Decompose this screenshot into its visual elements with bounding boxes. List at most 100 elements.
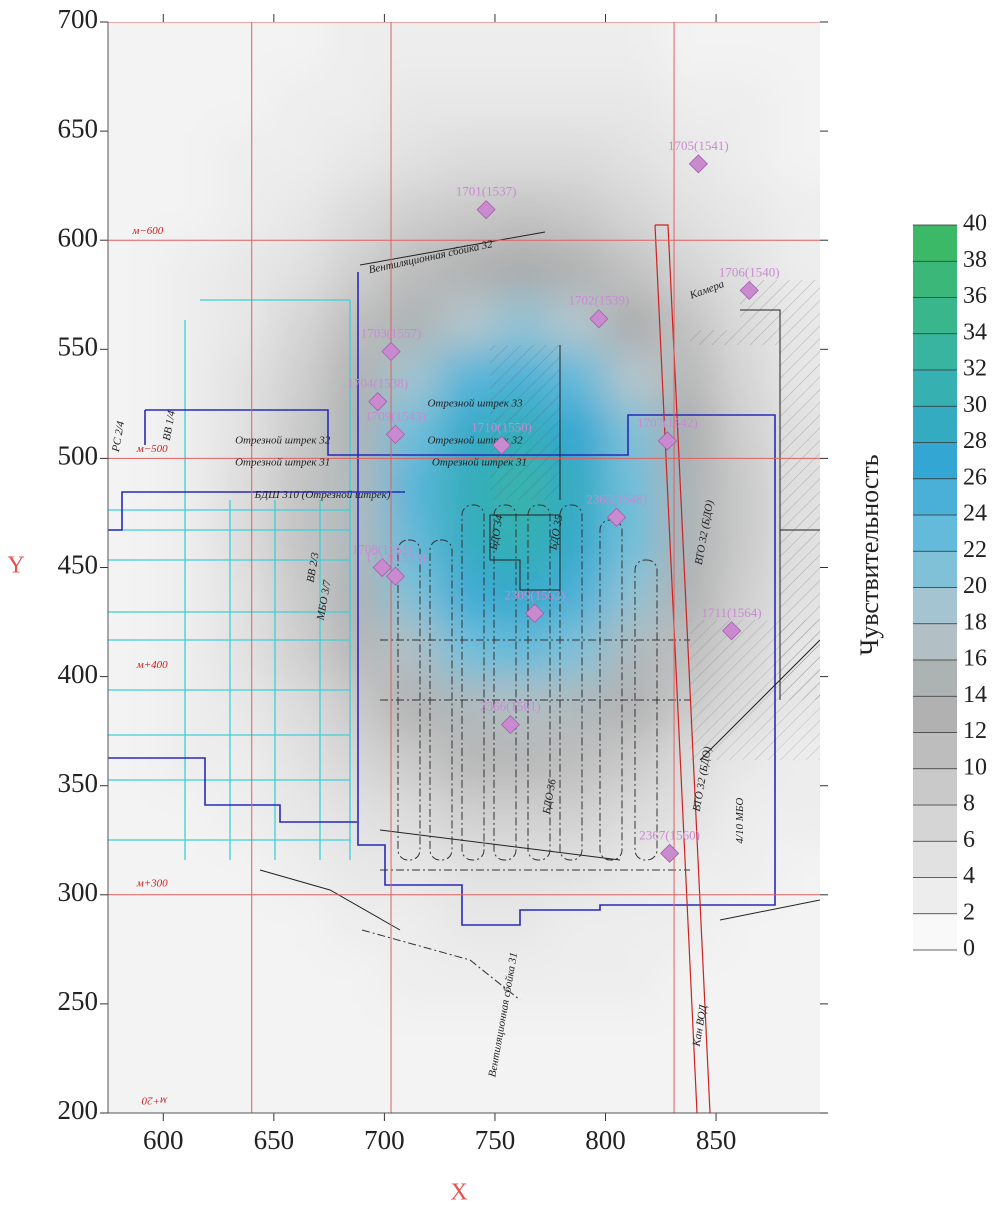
colorbar-segment — [913, 370, 957, 407]
heat-cell — [771, 786, 867, 841]
colorbar-segment — [913, 588, 957, 625]
heat-cell — [716, 458, 772, 513]
plan-label: 4/10 МБО — [734, 798, 746, 844]
heat-cell — [495, 895, 551, 950]
heat-cell — [550, 77, 606, 132]
heat-cell — [606, 349, 662, 404]
heat-cell — [219, 731, 275, 786]
colorbar-tick-label: 2 — [963, 899, 975, 925]
colorbar-segment — [913, 406, 957, 443]
y-tick-label: 350 — [58, 768, 99, 798]
colorbar-tick-label: 4 — [963, 863, 975, 889]
heat-cell — [550, 622, 606, 677]
plan-label: м−500 — [136, 443, 168, 455]
heat-cell — [440, 949, 496, 1004]
heat-cell — [661, 949, 717, 1004]
heat-cell — [606, 568, 662, 623]
heat-cell — [606, 731, 662, 786]
colorbar-tick-label: 14 — [963, 682, 987, 708]
heat-cell — [219, 786, 275, 841]
heat-cell — [163, 0, 219, 77]
y-tick-label: 550 — [58, 332, 99, 362]
heat-cell — [495, 77, 551, 132]
sensor-label: 1704(1538) — [347, 376, 408, 391]
colorbar-segment — [913, 805, 957, 842]
colorbar-tick-label: 36 — [963, 283, 987, 309]
y-tick-label: 400 — [58, 659, 99, 689]
sensor-label: 1705(1541) — [668, 138, 729, 153]
colorbar-segment — [913, 225, 957, 262]
heat-cell — [440, 295, 496, 350]
heat-cell — [440, 0, 496, 77]
colorbar-tick-label: 20 — [963, 573, 987, 599]
heat-cell — [661, 404, 717, 459]
plan-label: Отрезной штрек 31 — [235, 456, 330, 468]
colorbar-tick-label: 16 — [963, 646, 987, 672]
heat-cell — [716, 1004, 772, 1059]
y-axis-label: Y — [7, 553, 24, 579]
heat-cell — [219, 568, 275, 623]
heat-cell — [550, 677, 606, 732]
heat-cell — [550, 786, 606, 841]
sensor-label: 1701(1537) — [456, 184, 517, 199]
heat-cell — [274, 186, 330, 241]
heat-cell — [495, 622, 551, 677]
y-tick-label: 300 — [58, 877, 99, 907]
colorbar-segment — [913, 551, 957, 588]
heat-cell — [384, 622, 440, 677]
heat-cell — [771, 131, 867, 186]
heat-cell — [329, 1004, 385, 1059]
heat-cell — [495, 840, 551, 895]
heat-cell — [716, 840, 772, 895]
heat-cell — [329, 840, 385, 895]
heat-cell — [716, 404, 772, 459]
colorbar-tick-label: 24 — [963, 501, 987, 527]
heat-cell — [550, 1004, 606, 1059]
colorbar-tick-label: 28 — [963, 428, 987, 454]
heat-cell — [163, 840, 219, 895]
heat-cell — [329, 458, 385, 513]
heat-cell — [550, 949, 606, 1004]
heat-cell — [771, 77, 867, 132]
heat-cell — [716, 513, 772, 568]
heat-cell — [661, 349, 717, 404]
heat-cell — [219, 77, 275, 132]
plan-label: м+400 — [136, 659, 168, 671]
heat-cell — [163, 240, 219, 295]
heat-cell — [716, 895, 772, 950]
heat-cell — [329, 77, 385, 132]
heat-cell — [440, 786, 496, 841]
heat-cell — [274, 1004, 330, 1059]
heat-cell — [274, 949, 330, 1004]
colorbar-tick-label: 32 — [963, 356, 987, 382]
colorbar-tick-label: 10 — [963, 754, 987, 780]
sensor-label: 2367(1560) — [639, 827, 700, 842]
heat-cell — [329, 131, 385, 186]
heat-cell — [274, 0, 330, 77]
sensor-label: 2309(1562) — [504, 587, 565, 602]
page: {"chart_data": { "type": "heatmap", "x_l… — [0, 0, 1001, 1205]
colorbar-segment — [913, 261, 957, 298]
heat-cell — [274, 240, 330, 295]
heat-cell — [329, 568, 385, 623]
x-tick-label: 800 — [585, 1125, 626, 1155]
heat-cell — [163, 568, 219, 623]
heat-cell — [219, 349, 275, 404]
heat-cell — [495, 131, 551, 186]
colorbar-tick-label: 26 — [963, 464, 987, 490]
heat-cell — [384, 131, 440, 186]
plan-label: Отрезной штрек 33 — [427, 397, 523, 409]
heat-cell — [495, 731, 551, 786]
colorbar-tick-label: 12 — [963, 718, 987, 744]
heatmap — [68, 0, 867, 1154]
colorbar-tick-label: 0 — [963, 936, 975, 962]
heat-cell — [219, 240, 275, 295]
heat-cell — [716, 349, 772, 404]
heat-cell — [716, 0, 772, 77]
heat-cell — [163, 186, 219, 241]
colorbar-tick-label: 6 — [963, 827, 975, 853]
heat-cell — [550, 131, 606, 186]
plan-label: м−600 — [131, 225, 163, 237]
heat-cell — [219, 895, 275, 950]
heat-cell — [661, 77, 717, 132]
